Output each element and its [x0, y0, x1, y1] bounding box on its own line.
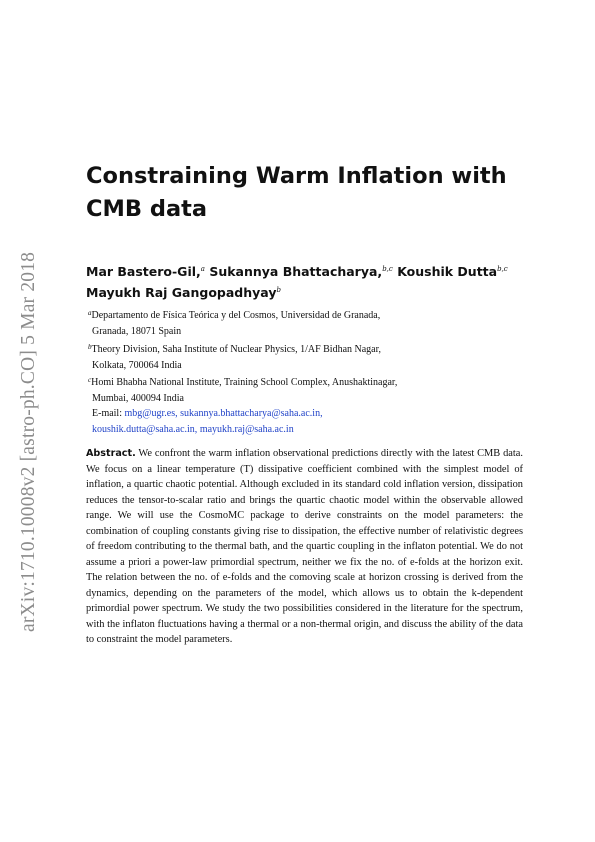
affiliation-city: Mumbai, 400094 India [92, 392, 184, 404]
author-name: Koushik Dutta [397, 264, 498, 279]
affiliation-c: cHomi Bhabha National Institute, Trainin… [86, 373, 526, 406]
email-link[interactable]: mbg@ugr.es, [124, 408, 178, 419]
affiliation-city: Granada, 18071 Spain [92, 325, 182, 337]
affiliation-line: Homi Bhabha National Institute, Training… [91, 377, 398, 388]
author-name: Sukannya Bhattacharya, [209, 264, 383, 279]
title-line-1: Constraining Warm Inflation with [86, 163, 507, 189]
affiliation-marker: c [88, 376, 92, 384]
affiliation-b: bTheory Division, Saha Institute of Nucl… [86, 340, 526, 373]
abstract-label: Abstract. [86, 448, 136, 459]
author-affil-marker: b,c [497, 265, 508, 273]
arxiv-identifier: arXiv:1710.10008v2 [astro-ph.CO] 5 Mar 2… [18, 251, 39, 632]
email-block: E-mail: mbg@ugr.es, sukannya.bhattachary… [92, 406, 532, 437]
affiliation-marker: a [88, 309, 92, 317]
email-link[interactable]: mayukh.raj@saha.ac.in [199, 423, 294, 435]
email-label: E-mail: [92, 408, 122, 419]
paper-title: Constraining Warm Inflation with CMB dat… [86, 160, 526, 226]
affiliation-city: Kolkata, 700064 India [92, 359, 182, 371]
affiliation-marker: b [88, 343, 92, 351]
author-name: Mayukh Raj Gangopadhyay [86, 285, 277, 300]
author-affil-marker: b,c [382, 265, 393, 273]
affiliation-line: Departamento de Física Teórica y del Cos… [91, 310, 381, 321]
author-name: Mar Bastero-Gil, [86, 264, 201, 279]
affiliation-a: aDepartamento de Física Teórica y del Co… [86, 306, 526, 339]
title-line-2: CMB data [86, 196, 208, 222]
abstract: Abstract. We confront the warm inflation… [86, 446, 523, 648]
email-link[interactable]: sukannya.bhattacharya@saha.ac.in, [180, 408, 323, 419]
author-affil-marker: a [200, 265, 205, 273]
abstract-text: We confront the warm inflation observati… [86, 448, 523, 645]
author-list: Mar Bastero-Gil,a Sukannya Bhattacharya,… [86, 260, 526, 302]
affiliation-line: Theory Division, Saha Institute of Nucle… [91, 344, 382, 355]
email-link[interactable]: koushik.dutta@saha.ac.in, [92, 423, 198, 435]
author-affil-marker: b [276, 286, 281, 294]
